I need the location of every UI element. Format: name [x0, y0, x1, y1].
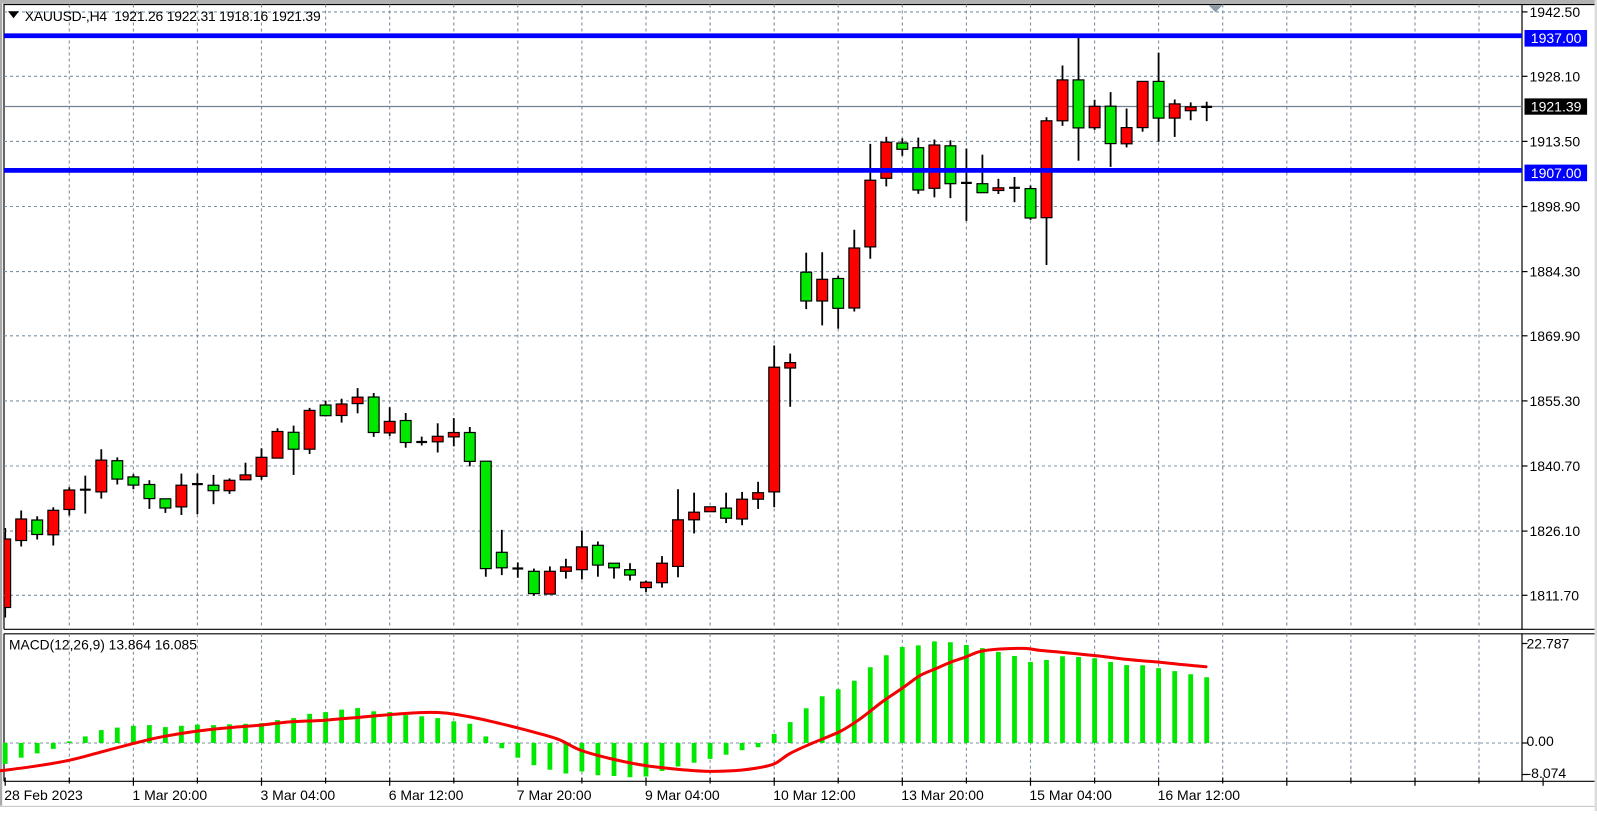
svg-text:1811.70: 1811.70	[1530, 587, 1580, 603]
svg-text:3 Mar 04:00: 3 Mar 04:00	[261, 787, 336, 803]
svg-text:1907.00: 1907.00	[1531, 165, 1582, 181]
svg-text:22.787: 22.787	[1527, 636, 1570, 652]
svg-text:1942.50: 1942.50	[1530, 4, 1581, 20]
svg-text:1928.10: 1928.10	[1530, 68, 1581, 84]
svg-text:1913.50: 1913.50	[1530, 133, 1581, 149]
svg-text:XAUUSD-,H4 1921.26 1922.31 19: XAUUSD-,H4 1921.26 1922.31 1918.16 1921.…	[25, 8, 321, 24]
svg-text:16 Mar 12:00: 16 Mar 12:00	[1158, 787, 1241, 803]
svg-text:10 Mar 12:00: 10 Mar 12:00	[773, 787, 856, 803]
svg-text:1855.30: 1855.30	[1530, 393, 1581, 409]
svg-text:6 Mar 12:00: 6 Mar 12:00	[389, 787, 464, 803]
svg-text:1921.39: 1921.39	[1531, 98, 1582, 114]
svg-text:1826.10: 1826.10	[1530, 523, 1581, 539]
svg-text:0.00: 0.00	[1527, 733, 1554, 749]
svg-text:1937.00: 1937.00	[1531, 30, 1582, 46]
svg-text:1869.90: 1869.90	[1530, 328, 1581, 344]
svg-text:1884.30: 1884.30	[1530, 264, 1581, 280]
svg-text:1 Mar 20:00: 1 Mar 20:00	[132, 787, 207, 803]
svg-text:9 Mar 04:00: 9 Mar 04:00	[645, 787, 720, 803]
svg-text:-8.074: -8.074	[1527, 765, 1567, 781]
svg-text:28 Feb 2023: 28 Feb 2023	[4, 787, 83, 803]
svg-text:MACD(12,26,9) 13.864 16.085: MACD(12,26,9) 13.864 16.085	[9, 638, 197, 653]
svg-text:13 Mar 20:00: 13 Mar 20:00	[901, 787, 984, 803]
svg-text:1898.90: 1898.90	[1530, 199, 1581, 215]
svg-text:7 Mar 20:00: 7 Mar 20:00	[517, 787, 592, 803]
svg-text:1840.70: 1840.70	[1530, 458, 1581, 474]
svg-text:15 Mar 04:00: 15 Mar 04:00	[1029, 787, 1112, 803]
